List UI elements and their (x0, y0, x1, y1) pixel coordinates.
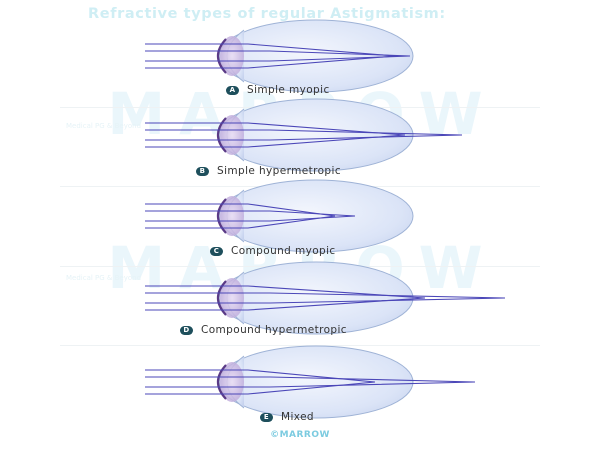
light-ray-simple-myopic (145, 55, 411, 62)
caption-b: B Simple hypermetropic (196, 163, 341, 179)
light-ray-compound-hypermetropic (145, 292, 506, 299)
light-ray-simple-hypermetropic (145, 134, 463, 141)
light-ray-simple-myopic (145, 43, 396, 57)
letter-badge: D (180, 325, 193, 335)
caption-label: Compound hypermetropic (201, 324, 347, 336)
light-ray-simple-hypermetropic (145, 134, 406, 148)
light-ray-mixed (145, 376, 476, 383)
lens-edge-simple-myopic (216, 38, 227, 74)
light-ray-compound-hypermetropic (145, 297, 426, 311)
letter-badge: C (210, 246, 223, 256)
light-ray-compound-hypermetropic (145, 297, 506, 304)
panel-separator (60, 345, 540, 346)
lens-simple-hypermetropic (220, 115, 244, 155)
light-ray-mixed (145, 381, 476, 388)
caption-label: Compound myopic (231, 245, 336, 257)
lens-edge-compound-myopic (216, 198, 227, 234)
letter-badge: B (196, 166, 209, 176)
caption-label: Mixed (281, 411, 314, 423)
lens-compound-myopic (220, 196, 244, 236)
light-ray-simple-hypermetropic (145, 129, 463, 136)
light-ray-simple-hypermetropic (145, 122, 406, 136)
caption-d: D Compound hypermetropic (180, 322, 347, 338)
light-ray-mixed (145, 381, 376, 395)
marrow-logo: ©MARROW (270, 430, 330, 440)
caption-label: Simple hypermetropic (217, 165, 341, 177)
lens-edge-mixed (216, 364, 227, 400)
lens-mixed (220, 362, 244, 402)
light-ray-compound-myopic (145, 203, 336, 217)
eyeball-simple-hypermetropic (218, 98, 414, 172)
lens-edge-simple-hypermetropic (216, 117, 227, 153)
letter-badge: A (226, 85, 239, 95)
light-ray-compound-myopic (145, 215, 336, 229)
caption-c: C Compound myopic (210, 243, 336, 259)
figure-title: Refractive types of regular Astigmatism: (88, 6, 446, 22)
caption-label: Simple myopic (247, 84, 330, 96)
eyeball-mixed (218, 345, 414, 419)
watermark-tagline: Medical PG & Beyond (66, 274, 142, 282)
caption-a: A Simple myopic (226, 82, 330, 98)
eyeball-compound-myopic (218, 179, 414, 253)
light-ray-simple-myopic (145, 55, 396, 69)
light-ray-compound-hypermetropic (145, 285, 426, 299)
lens-simple-myopic (220, 36, 244, 76)
letter-badge: E (260, 412, 273, 422)
caption-e: E Mixed (260, 409, 314, 425)
light-ray-simple-myopic (145, 50, 411, 57)
lens-compound-hypermetropic (220, 278, 244, 318)
watermark-tagline: Medical PG & Beyond (66, 122, 142, 130)
light-ray-compound-myopic (145, 210, 356, 217)
lens-edge-compound-hypermetropic (216, 280, 227, 316)
